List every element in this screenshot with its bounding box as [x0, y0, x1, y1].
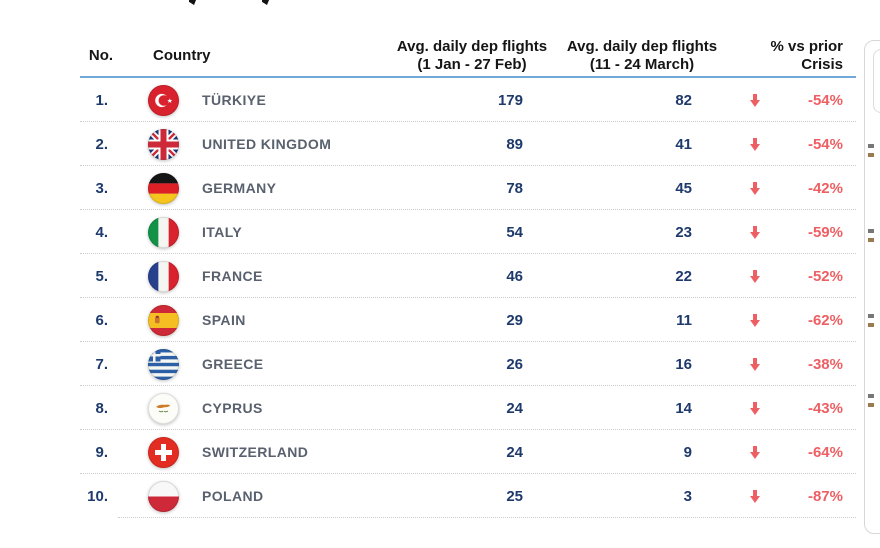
clipped-content-fragment: [868, 229, 875, 243]
avg-flights-jan-feb-value: 78: [506, 179, 523, 197]
table-row: 7. GREECE 26 16 -38%: [80, 342, 856, 386]
flag-icon-cyprus: [148, 392, 179, 424]
percent-change-value: -59%: [807, 223, 843, 241]
avg-flights-march-value: 14: [675, 399, 692, 417]
rank-label: 8.: [95, 399, 108, 417]
country-name: SWITZERLAND: [202, 444, 309, 460]
down-arrow-icon: [750, 357, 760, 371]
down-arrow-icon: [750, 93, 760, 107]
flag-icon-france: [148, 260, 179, 292]
avg-flights-jan-feb-value: 46: [506, 267, 523, 285]
flag-icon-uk: [148, 128, 179, 160]
country-name: POLAND: [202, 488, 264, 504]
header-avg-flights-jan-feb: Avg. daily dep flights (1 Jan - 27 Feb): [396, 38, 548, 73]
rank-label: 10.: [87, 487, 108, 505]
clipped-title-fragment: [262, 0, 269, 5]
rank-label: 7.: [95, 355, 108, 373]
avg-flights-jan-feb-value: 24: [506, 443, 523, 461]
percent-change-value: -87%: [807, 487, 843, 505]
avg-flights-march-value: 22: [675, 267, 692, 285]
percent-change-value: -54%: [807, 135, 843, 153]
country-name: ITALY: [202, 224, 243, 240]
country-name: FRANCE: [202, 268, 263, 284]
percent-change-value: -43%: [807, 399, 843, 417]
avg-flights-march-value: 3: [683, 487, 692, 505]
down-arrow-icon: [750, 225, 760, 239]
country-name: CYPRUS: [202, 400, 263, 416]
flag-icon-greece: [148, 348, 179, 380]
down-arrow-icon: [750, 269, 760, 283]
avg-flights-march-value: 82: [675, 91, 692, 109]
flag-icon-spain: [148, 304, 179, 336]
table-row: 8. CYPRUS 24 14 -43%: [80, 386, 856, 430]
table-row: 6. SPAIN 29 11 -62%: [80, 298, 856, 342]
table-row: 3. GERMANY 78 45 -42%: [80, 166, 856, 210]
header-country: Country: [153, 47, 211, 64]
percent-change-value: -64%: [807, 443, 843, 461]
down-arrow-icon: [750, 181, 760, 195]
flag-icon-germany: [148, 172, 179, 204]
clipped-title-fragment: [189, 0, 196, 5]
table-body: 1. TÜRKIYE 179 82 -54% 2. UNITED KINGDOM…: [80, 78, 856, 518]
country-name: GREECE: [202, 356, 264, 372]
clipped-content-fragment: [868, 394, 875, 408]
avg-flights-march-value: 16: [675, 355, 692, 373]
rank-label: 4.: [95, 223, 108, 241]
clipped-content-fragment: [868, 314, 875, 328]
flag-icon-italy: [148, 216, 179, 248]
avg-flights-jan-feb-value: 89: [506, 135, 523, 153]
down-arrow-icon: [750, 313, 760, 327]
avg-flights-jan-feb-value: 26: [506, 355, 523, 373]
table-row: 10. POLAND 25 3 -87%: [80, 474, 856, 518]
down-arrow-icon: [750, 137, 760, 151]
percent-change-value: -52%: [807, 267, 843, 285]
percent-change-value: -54%: [807, 91, 843, 109]
country-name: SPAIN: [202, 312, 246, 328]
rank-label: 3.: [95, 179, 108, 197]
rank-label: 6.: [95, 311, 108, 329]
down-arrow-icon: [750, 445, 760, 459]
country-name: GERMANY: [202, 180, 277, 196]
table-row: 1. TÜRKIYE 179 82 -54%: [80, 78, 856, 122]
country-name: UNITED KINGDOM: [202, 136, 332, 152]
avg-flights-march-value: 9: [683, 443, 692, 461]
header-avg-flights-march: Avg. daily dep flights (11 - 24 March): [566, 38, 718, 73]
rank-label: 5.: [95, 267, 108, 285]
header-no: No.: [88, 47, 114, 64]
rank-label: 1.: [95, 91, 108, 109]
table-row: 2. UNITED KINGDOM 89 41 -54%: [80, 122, 856, 166]
country-name: TÜRKIYE: [202, 92, 267, 108]
percent-change-value: -38%: [807, 355, 843, 373]
flag-icon-poland: [148, 480, 179, 512]
flag-icon-turkiye: [148, 84, 179, 116]
avg-flights-march-value: 11: [676, 311, 692, 329]
down-arrow-icon: [750, 401, 760, 415]
percent-change-value: -42%: [807, 179, 843, 197]
rank-label: 2.: [95, 135, 108, 153]
departure-flights-table: No. Country Avg. daily dep flights (1 Ja…: [80, 36, 856, 518]
clipped-content-fragment: [868, 144, 875, 158]
down-arrow-icon: [750, 489, 760, 503]
avg-flights-march-value: 41: [675, 135, 692, 153]
table-row: 5. FRANCE 46 22 -52%: [80, 254, 856, 298]
avg-flights-march-value: 45: [675, 179, 692, 197]
table-row: 9. SWITZERLAND 24 9 -64%: [80, 430, 856, 474]
avg-flights-jan-feb-value: 29: [506, 311, 523, 329]
avg-flights-jan-feb-value: 24: [506, 399, 523, 417]
clipped-side-panel-box: [873, 49, 880, 113]
avg-flights-march-value: 23: [675, 223, 692, 241]
rank-label: 9.: [95, 443, 108, 461]
header-pct-vs-prior-crisis: % vs prior Crisis: [770, 38, 843, 73]
clipped-side-panel: [864, 40, 880, 534]
table-header-row: No. Country Avg. daily dep flights (1 Ja…: [80, 36, 856, 78]
avg-flights-jan-feb-value: 179: [497, 91, 523, 109]
flag-icon-switzerland: [148, 436, 179, 468]
avg-flights-jan-feb-value: 25: [506, 487, 523, 505]
table-row: 4. ITALY 54 23 -59%: [80, 210, 856, 254]
avg-flights-jan-feb-value: 54: [506, 223, 523, 241]
percent-change-value: -62%: [807, 311, 843, 329]
